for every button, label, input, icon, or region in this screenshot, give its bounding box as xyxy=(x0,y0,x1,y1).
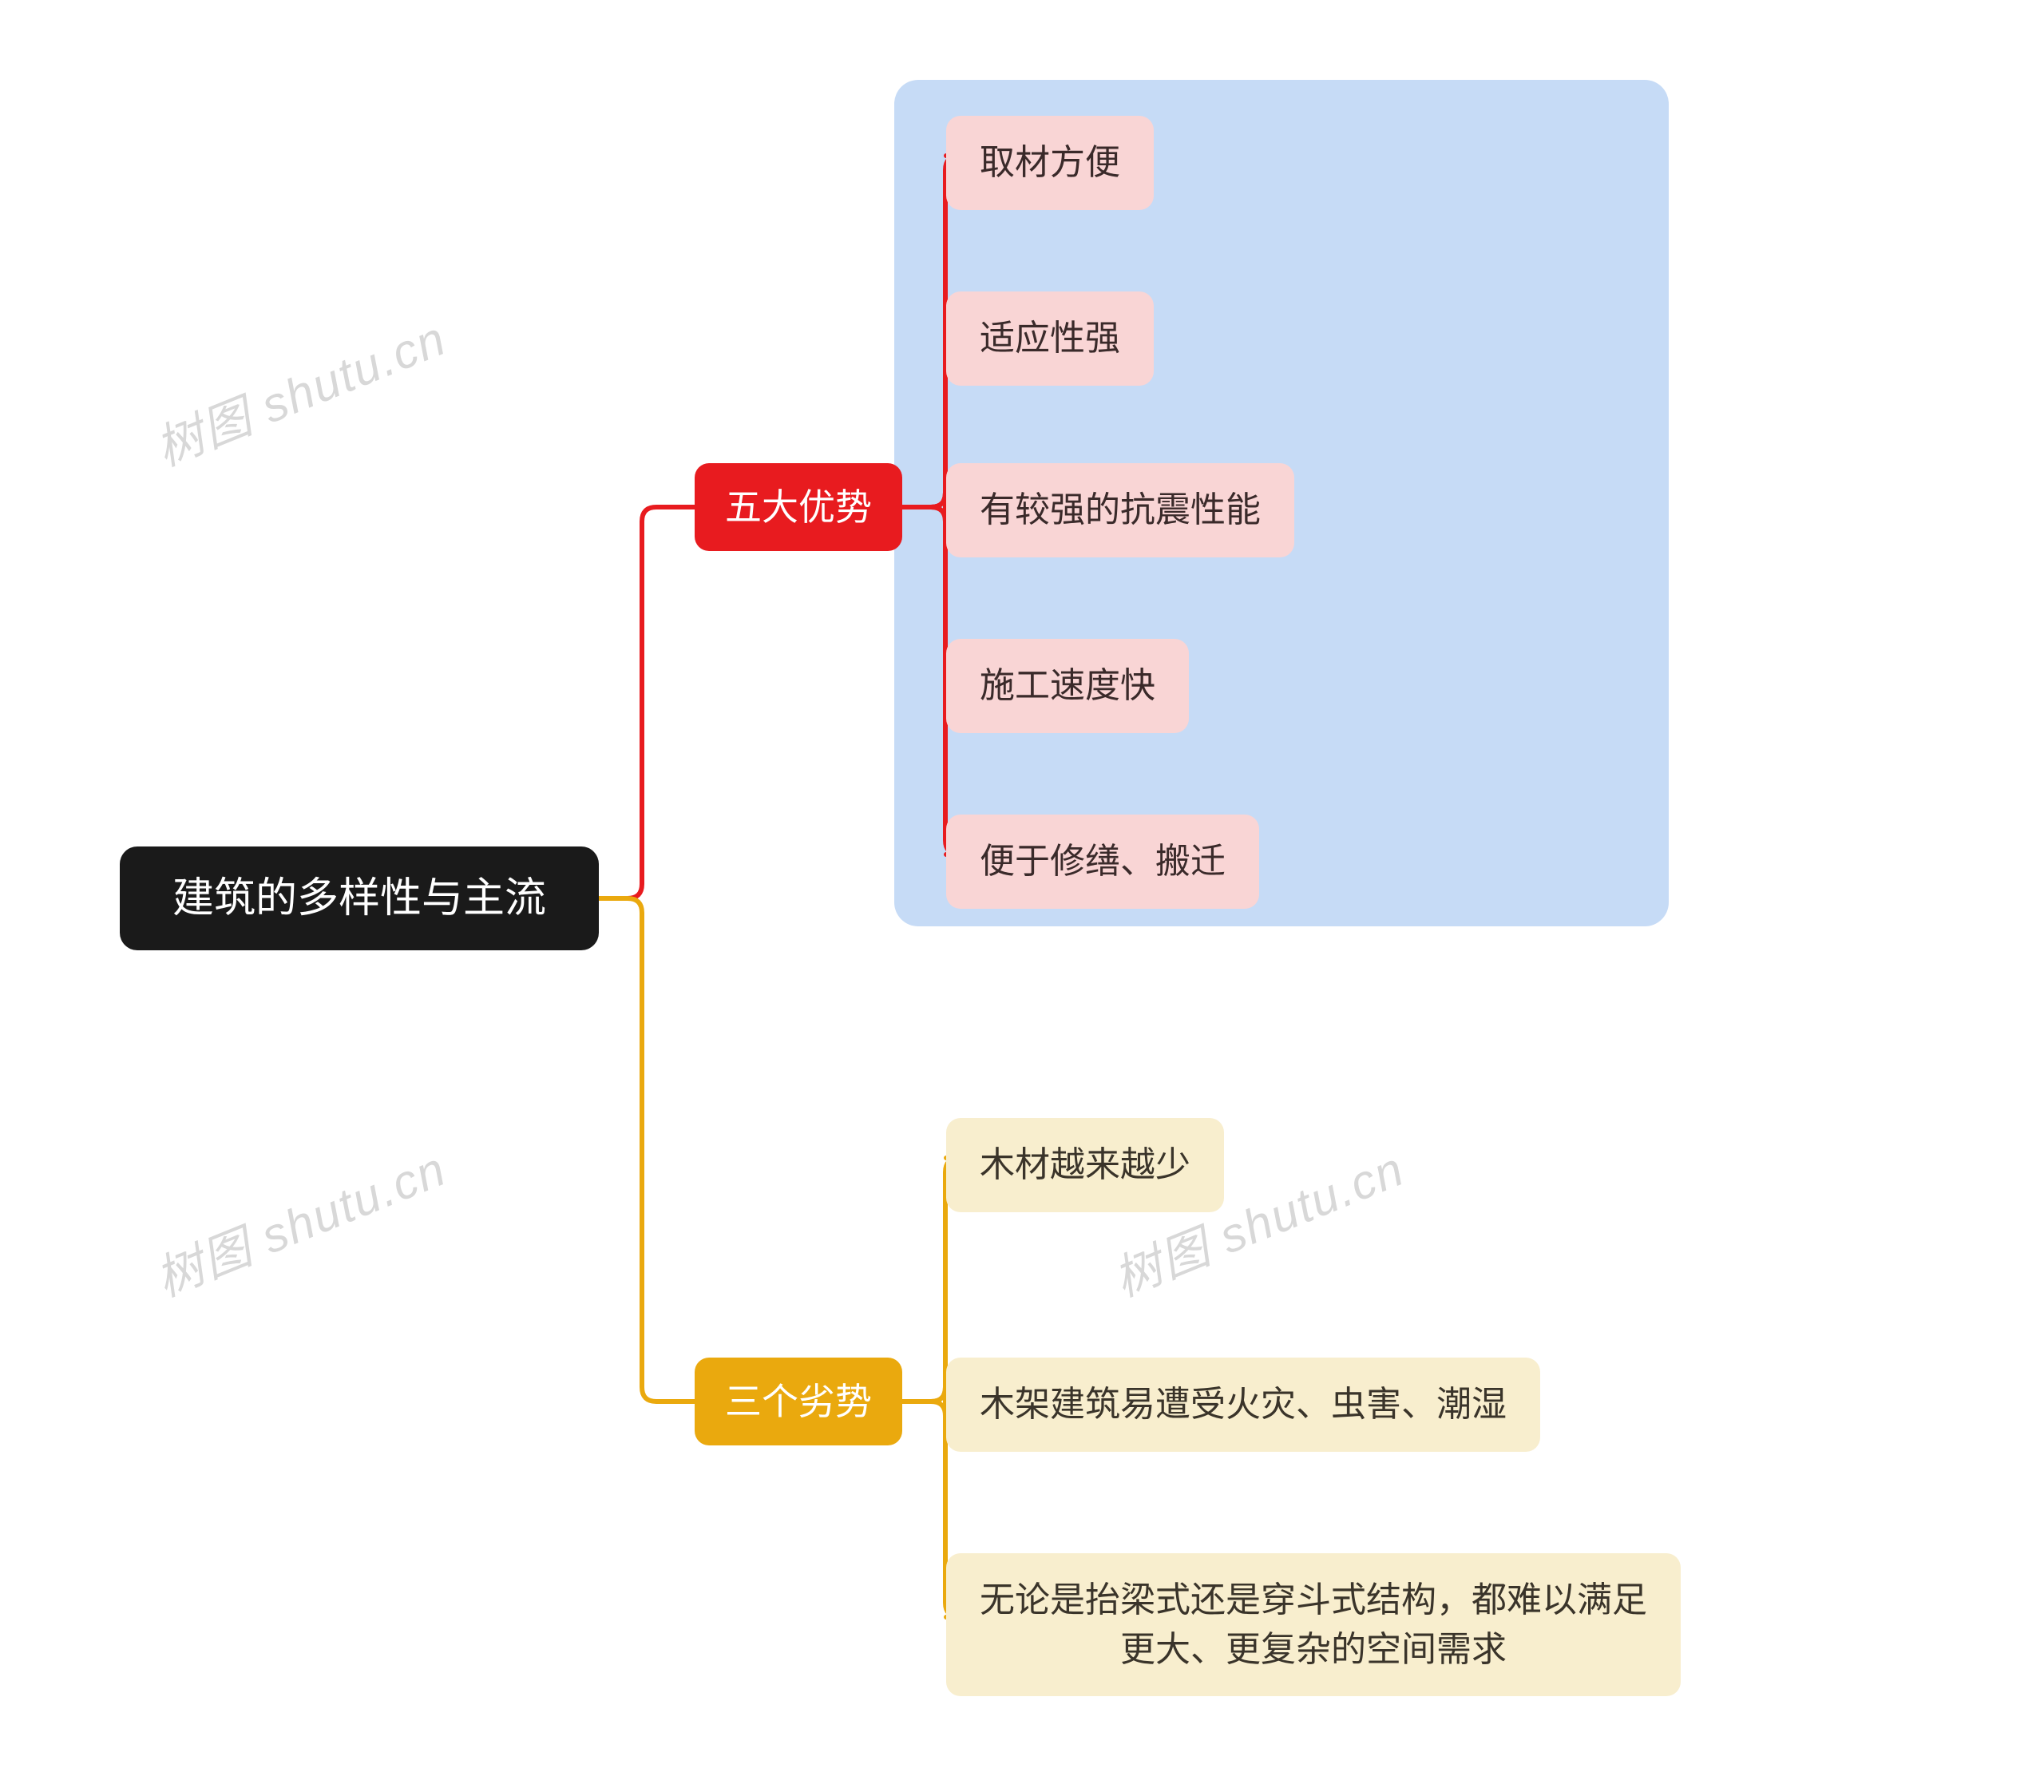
leaf-adv4[interactable]: 施工速度快 xyxy=(946,639,1189,733)
mindmap-canvas: 树图 shutu.cn 树图 shutu.cn 树图 shutu.cn 树图 s… xyxy=(0,0,2044,1792)
leaf-adv5[interactable]: 便于修缮、搬迁 xyxy=(946,815,1259,909)
leaf-dis2[interactable]: 木架建筑易遭受火灾、虫害、潮湿 xyxy=(946,1358,1540,1452)
branch-advantages[interactable]: 五大优势 xyxy=(695,463,902,551)
root-node[interactable]: 建筑的多样性与主流 xyxy=(120,846,599,950)
leaf-label: 无论是抬梁式还是穿斗式结构，都难以满足更大、更复杂的空间需求 xyxy=(980,1576,1647,1674)
leaf-adv1[interactable]: 取材方便 xyxy=(946,116,1154,210)
leaf-label: 木材越来越少 xyxy=(980,1140,1190,1190)
watermark: 树图 shutu.cn xyxy=(144,1131,455,1310)
leaf-adv2[interactable]: 适应性强 xyxy=(946,291,1154,386)
leaf-label: 便于修缮、搬迁 xyxy=(980,837,1226,886)
leaf-label: 适应性强 xyxy=(980,314,1120,363)
leaf-adv3[interactable]: 有较强的抗震性能 xyxy=(946,463,1294,557)
branch-disadvantages[interactable]: 三个劣势 xyxy=(695,1358,902,1445)
root-label: 建筑的多样性与主流 xyxy=(172,870,546,928)
leaf-dis3[interactable]: 无论是抬梁式还是穿斗式结构，都难以满足更大、更复杂的空间需求 xyxy=(946,1553,1681,1696)
leaf-label: 有较强的抗震性能 xyxy=(980,486,1261,535)
leaf-label: 施工速度快 xyxy=(980,661,1155,711)
branch-label: 五大优势 xyxy=(725,482,872,533)
leaf-label: 木架建筑易遭受火灾、虫害、潮湿 xyxy=(980,1380,1507,1429)
leaf-label: 取材方便 xyxy=(980,138,1120,188)
branch-label: 三个劣势 xyxy=(725,1376,872,1427)
leaf-dis1[interactable]: 木材越来越少 xyxy=(946,1118,1224,1212)
watermark: 树图 shutu.cn xyxy=(144,300,455,480)
